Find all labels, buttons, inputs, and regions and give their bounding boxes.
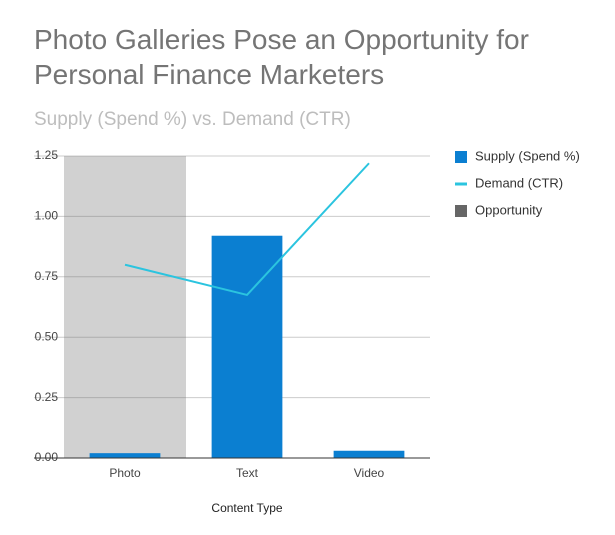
opportunity-band (64, 156, 186, 458)
legend-label: Supply (Spend %) (475, 148, 580, 163)
y-tick-label: 0.50 (35, 329, 59, 343)
x-tick-label: Photo (109, 466, 141, 480)
legend-label: Opportunity (475, 202, 543, 217)
bar (333, 450, 405, 458)
chart-title: Photo Galleries Pose an Opportunity for P… (34, 24, 529, 90)
legend-label: Demand (CTR) (475, 175, 563, 190)
grid (34, 155, 430, 399)
y-tick-label: 1.00 (35, 209, 59, 223)
x-tick-label: Text (236, 466, 259, 480)
x-axis-label: Content Type (211, 501, 282, 515)
y-tick-label: 0.00 (35, 450, 59, 464)
x-tick-label: Video (354, 466, 385, 480)
legend-swatch (455, 151, 467, 163)
marks (64, 156, 405, 458)
line (124, 162, 370, 297)
y-tick-label: 1.25 (35, 148, 59, 162)
y-tick-label: 0.75 (35, 269, 59, 283)
bar (211, 235, 283, 458)
legend-swatch (455, 205, 467, 217)
chart-subtitle: Supply (Spend %) vs. Demand (CTR) (34, 109, 351, 130)
bar (89, 453, 161, 458)
y-tick-label: 0.25 (35, 390, 59, 404)
